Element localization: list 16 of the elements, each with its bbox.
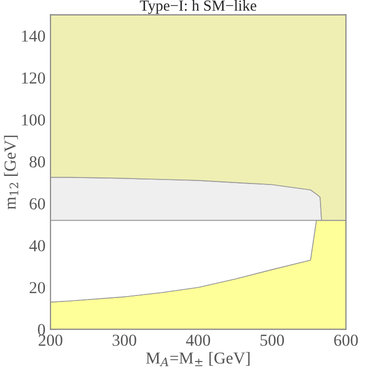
x-tick-label: 600 <box>334 334 358 346</box>
y-tick-label: 80 <box>30 156 45 168</box>
x-tick-label: 500 <box>260 334 284 346</box>
y-tick-label: 0 <box>38 324 45 336</box>
y-tick-label: 120 <box>22 72 45 84</box>
chart-title: Type−I: h SM−like <box>140 0 256 14</box>
x-tick-label: 200 <box>38 334 62 346</box>
y-tick-label: 40 <box>29 240 45 252</box>
y-tick-label: 140 <box>22 30 45 42</box>
y-tick-label: 20 <box>30 282 45 294</box>
x-tick-label: 400 <box>186 334 210 346</box>
y-tick-label: 60 <box>30 198 45 210</box>
x-tick-label: 300 <box>112 334 136 346</box>
y-axis-title: m$_{12}$ [GeV] <box>4 136 18 210</box>
x-axis-title: M$_{A}$=M$_{±}$ [GeV] <box>146 352 250 366</box>
y-tick-label: 100 <box>22 114 45 126</box>
